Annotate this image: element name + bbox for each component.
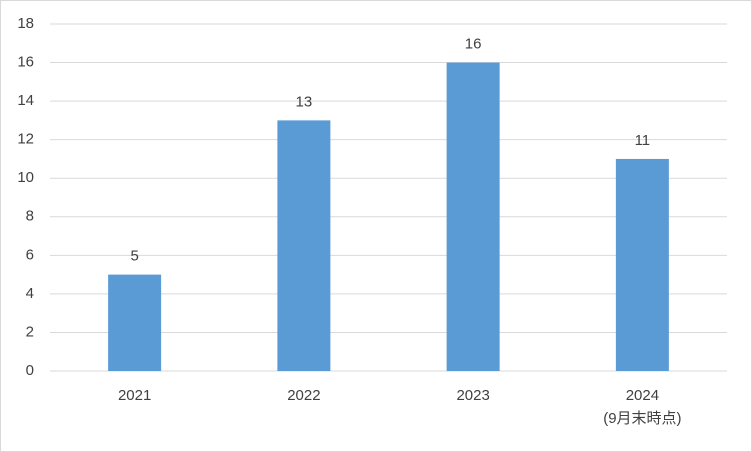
- y-tick-label: 0: [26, 362, 34, 379]
- y-tick-label: 16: [17, 54, 34, 71]
- bar: [446, 62, 500, 372]
- data-label: 16: [465, 36, 482, 53]
- data-label: 13: [296, 93, 313, 110]
- y-tick-label: 14: [17, 92, 34, 109]
- x-tick-label: 2022: [287, 387, 320, 404]
- x-tick-label: 2023: [456, 387, 489, 404]
- bar: [615, 158, 669, 371]
- x-tick-label: 2024 (9月末時点): [603, 387, 681, 427]
- bar: [108, 274, 162, 371]
- data-label: 11: [635, 132, 651, 149]
- bar: [277, 120, 331, 371]
- y-tick-label: 12: [17, 131, 34, 148]
- x-tick-label: 2021: [118, 387, 151, 404]
- y-tick-label: 6: [26, 246, 34, 263]
- y-tick-label: 4: [26, 285, 34, 302]
- y-tick-label: 18: [17, 15, 34, 32]
- y-tick-label: 10: [17, 169, 34, 186]
- y-tick-label: 8: [26, 208, 34, 225]
- data-label: 5: [130, 248, 138, 265]
- y-tick-label: 2: [26, 323, 34, 340]
